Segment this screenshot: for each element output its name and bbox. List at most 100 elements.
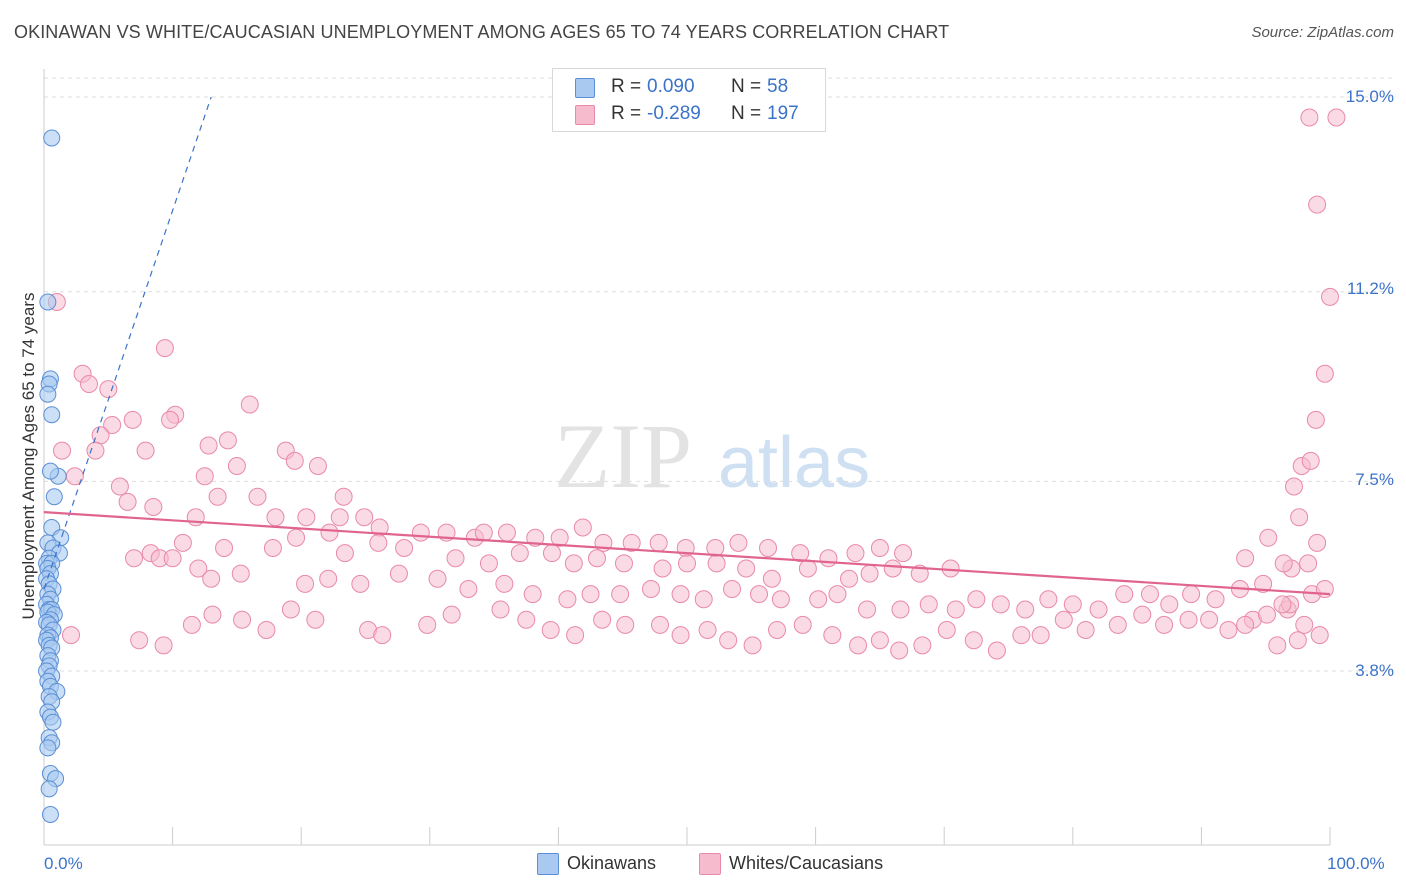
- legend-label: Okinawans: [567, 853, 657, 873]
- data-point-whites-caucasians: [1301, 451, 1320, 470]
- data-point-whites-caucasians: [550, 528, 569, 547]
- data-point-whites-caucasians: [80, 375, 99, 393]
- data-point-whites-caucasians: [542, 544, 561, 563]
- data-point-whites-caucasians: [287, 528, 306, 547]
- data-point-whites-caucasians: [1273, 595, 1292, 614]
- y-tick-label: 11.2%: [1347, 279, 1394, 298]
- data-point-whites-caucasians: [987, 641, 1006, 660]
- x-tick-label-max: 100.0%: [1327, 854, 1385, 873]
- data-point-whites-caucasians: [62, 626, 81, 645]
- data-point-whites-caucasians: [1155, 615, 1174, 634]
- data-point-whites-caucasians: [130, 631, 149, 650]
- data-point-okinawans: [39, 385, 57, 403]
- data-point-whites-caucasians: [798, 559, 817, 578]
- data-point-whites-caucasians: [991, 595, 1010, 614]
- whites-swatch: [699, 853, 721, 875]
- y-tick-label: 3.8%: [1355, 661, 1394, 680]
- data-point-whites-caucasians: [650, 615, 669, 634]
- data-point-whites-caucasians: [1089, 600, 1108, 619]
- data-point-whites-caucasians: [308, 457, 327, 475]
- data-point-whites-caucasians: [335, 544, 354, 563]
- data-point-whites-caucasians: [263, 539, 282, 557]
- n-label: N =: [731, 103, 762, 124]
- data-point-okinawans: [41, 806, 59, 823]
- data-point-whites-caucasians: [320, 523, 339, 542]
- data-point-whites-caucasians: [446, 549, 465, 568]
- data-point-whites-caucasians: [1284, 477, 1303, 496]
- data-point-whites-caucasians: [389, 564, 408, 583]
- data-point-whites-caucasians: [919, 595, 938, 614]
- data-point-whites-caucasians: [395, 539, 414, 557]
- data-point-okinawans: [39, 739, 57, 757]
- source-note: Source: ZipAtlas.com: [1251, 24, 1394, 41]
- data-point-whites-caucasians: [1315, 580, 1334, 598]
- data-point-whites-caucasians: [123, 410, 142, 429]
- gridlines: [44, 77, 1392, 672]
- data-point-whites-caucasians: [581, 585, 600, 604]
- data-point-whites-caucasians: [110, 477, 129, 496]
- data-point-whites-caucasians: [218, 431, 237, 450]
- n-value: 58: [767, 76, 789, 97]
- data-point-whites-caucasians: [587, 549, 606, 568]
- data-point-okinawans: [41, 462, 59, 480]
- data-point-whites-caucasians: [964, 631, 983, 650]
- data-point-whites-caucasians: [737, 559, 756, 578]
- data-point-whites-caucasians: [611, 585, 630, 604]
- data-point-whites-caucasians: [1012, 626, 1031, 645]
- data-point-whites-caucasians: [890, 641, 909, 660]
- data-point-whites-caucasians: [1306, 410, 1325, 429]
- data-point-whites-caucasians: [1288, 631, 1307, 650]
- data-point-whites-caucasians: [161, 410, 180, 429]
- data-point-whites-caucasians: [858, 600, 877, 619]
- data-point-whites-caucasians: [937, 621, 956, 639]
- data-point-whites-caucasians: [1016, 600, 1035, 619]
- data-point-whites-caucasians: [894, 544, 913, 563]
- data-point-whites-caucasians: [1308, 533, 1327, 552]
- data-point-whites-caucasians: [743, 636, 762, 655]
- data-point-whites-caucasians: [202, 569, 221, 588]
- data-point-whites-caucasians: [491, 600, 510, 619]
- data-point-whites-caucasians: [819, 549, 838, 568]
- okinawans-swatch: [575, 78, 595, 98]
- data-point-whites-caucasians: [155, 339, 174, 358]
- data-point-whites-caucasians: [1290, 508, 1309, 527]
- data-point-whites-caucasians: [678, 554, 696, 573]
- data-point-whites-caucasians: [1063, 595, 1082, 614]
- data-point-whites-caucasians: [257, 621, 276, 639]
- data-point-whites-caucasians: [653, 559, 672, 578]
- data-point-whites-caucasians: [564, 554, 583, 573]
- trend-line-okinawans: [43, 96, 212, 590]
- data-point-whites-caucasians: [719, 631, 738, 650]
- data-point-whites-caucasians: [163, 549, 182, 568]
- data-point-whites-caucasians: [671, 626, 690, 645]
- data-point-whites-caucasians: [334, 487, 353, 506]
- data-point-whites-caucasians: [125, 549, 144, 568]
- data-point-whites-caucasians: [1108, 615, 1127, 634]
- r-value: -0.289: [647, 103, 701, 124]
- data-point-whites-caucasians: [1259, 528, 1278, 547]
- data-point-whites-caucasians: [215, 539, 234, 557]
- data-point-okinawans: [44, 713, 62, 731]
- data-point-whites-caucasians: [846, 544, 865, 563]
- data-point-whites-caucasians: [641, 580, 660, 598]
- data-point-okinawans: [43, 406, 61, 424]
- data-point-whites-caucasians: [759, 539, 778, 557]
- data-point-whites-caucasians: [526, 528, 545, 547]
- data-point-whites-caucasians: [1200, 610, 1219, 629]
- data-point-whites-caucasians: [233, 610, 252, 629]
- data-point-whites-caucasians: [1219, 621, 1238, 639]
- data-point-whites-caucasians: [1031, 626, 1050, 645]
- data-point-whites-caucasians: [913, 636, 932, 655]
- data-point-whites-caucasians: [1300, 108, 1319, 127]
- data-point-whites-caucasians: [1321, 287, 1339, 306]
- data-point-whites-caucasians: [1054, 610, 1073, 629]
- data-point-whites-caucasians: [154, 636, 173, 655]
- data-point-whites-caucasians: [622, 533, 641, 552]
- data-point-whites-caucasians: [573, 518, 592, 537]
- data-point-whites-caucasians: [203, 605, 222, 624]
- whites-swatch: [575, 105, 595, 125]
- data-point-whites-caucasians: [266, 508, 285, 527]
- data-point-whites-caucasians: [1133, 605, 1152, 624]
- data-point-whites-caucasians: [1327, 108, 1346, 127]
